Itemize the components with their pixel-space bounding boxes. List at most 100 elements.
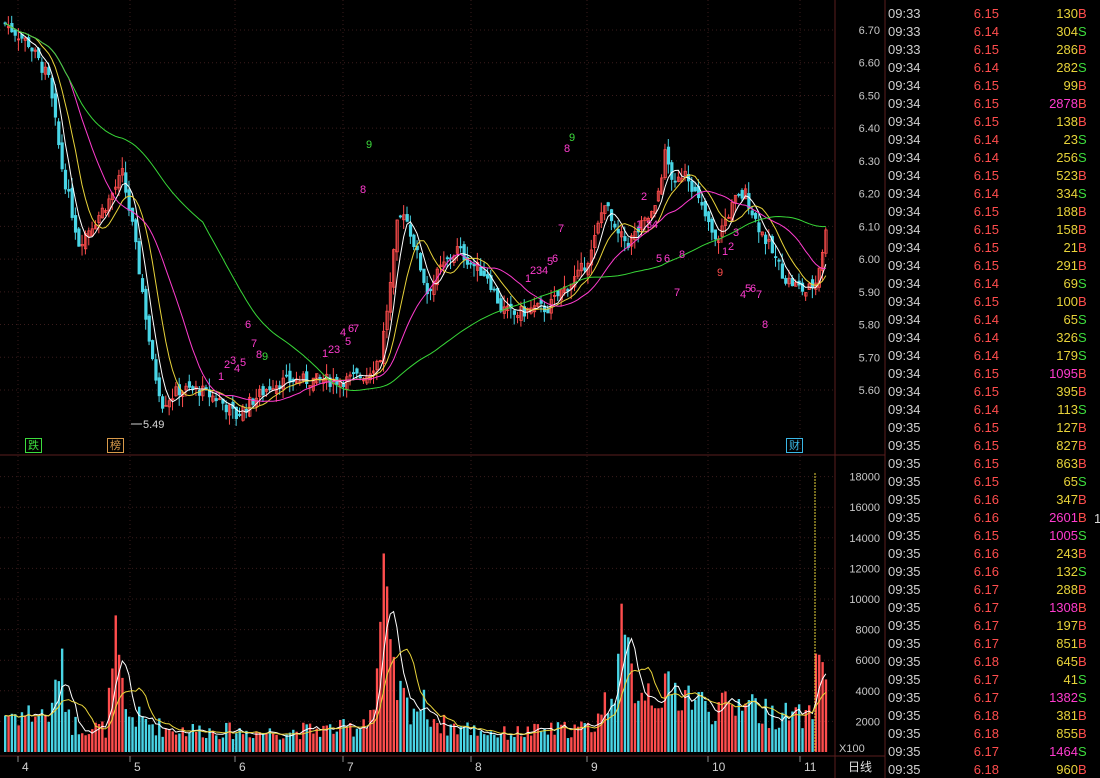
volume-bar[interactable]: [546, 734, 550, 752]
volume-bar[interactable]: [412, 708, 416, 752]
volume-bar[interactable]: [325, 725, 328, 752]
volume-bar[interactable]: [774, 729, 777, 752]
volume-bar[interactable]: [395, 700, 399, 752]
volume-bar[interactable]: [221, 737, 225, 752]
volume-bar[interactable]: [352, 736, 355, 752]
volume-bar[interactable]: [553, 734, 556, 752]
volume-bar[interactable]: [17, 725, 20, 752]
volume-bar[interactable]: [426, 719, 429, 752]
candle[interactable]: [392, 248, 396, 295]
candle[interactable]: [800, 278, 805, 296]
candle[interactable]: [308, 385, 312, 396]
volume-bar[interactable]: [787, 720, 791, 752]
candle[interactable]: [53, 83, 58, 126]
candle[interactable]: [23, 36, 27, 52]
volume-bar[interactable]: [637, 700, 640, 752]
candle[interactable]: [27, 33, 31, 49]
candle[interactable]: [757, 212, 761, 243]
volume-bar[interactable]: [332, 733, 335, 752]
volume-bar[interactable]: [151, 724, 154, 752]
candle[interactable]: [693, 181, 697, 193]
volume-bar[interactable]: [737, 699, 741, 752]
volume-bar[interactable]: [576, 726, 580, 752]
volume-bar[interactable]: [499, 733, 503, 752]
candle[interactable]: [673, 173, 677, 188]
volume-bar[interactable]: [419, 709, 422, 752]
volume-bar[interactable]: [292, 729, 295, 752]
volume-bar[interactable]: [97, 723, 101, 752]
volume-bar[interactable]: [295, 731, 298, 752]
volume-bar[interactable]: [730, 705, 734, 752]
volume-bar[interactable]: [489, 731, 493, 752]
volume-bar[interactable]: [442, 714, 446, 752]
volume-bar[interactable]: [593, 731, 596, 752]
volume-bar[interactable]: [596, 713, 600, 752]
candle[interactable]: [50, 75, 54, 107]
candle[interactable]: [472, 258, 476, 277]
volume-bar[interactable]: [540, 731, 543, 752]
tick-row[interactable]: 09:34 6.14 23 S: [885, 131, 1100, 149]
volume-bar[interactable]: [285, 734, 288, 752]
volume-bar[interactable]: [171, 731, 174, 752]
volume-bar[interactable]: [821, 662, 824, 752]
volume-bar[interactable]: [161, 736, 164, 752]
candle[interactable]: [67, 179, 71, 198]
volume-bar[interactable]: [754, 698, 757, 752]
volume-bar[interactable]: [462, 727, 466, 752]
candle[interactable]: [150, 339, 155, 361]
candle[interactable]: [372, 361, 376, 384]
candle[interactable]: [57, 118, 61, 149]
volume-bar[interactable]: [339, 719, 342, 752]
candle[interactable]: [489, 269, 493, 293]
candle[interactable]: [593, 224, 597, 259]
tick-row[interactable]: 09:35 6.15 127 B: [885, 419, 1100, 437]
candle[interactable]: [516, 311, 520, 324]
volume-bar[interactable]: [181, 727, 184, 752]
volume-bar[interactable]: [523, 737, 526, 752]
volume-bar[interactable]: [215, 735, 218, 752]
volume-bar[interactable]: [7, 716, 10, 752]
tick-row[interactable]: 09:34 6.15 188 B: [885, 203, 1100, 221]
volume-bar[interactable]: [121, 677, 124, 752]
volume-bar[interactable]: [231, 739, 235, 752]
volume-bar[interactable]: [406, 697, 409, 752]
volume-bar[interactable]: [168, 729, 171, 752]
candle[interactable]: [465, 246, 470, 269]
volume-bar[interactable]: [650, 705, 653, 752]
period-label[interactable]: 日线: [848, 760, 872, 774]
volume-bar[interactable]: [245, 730, 248, 752]
volume-bar[interactable]: [402, 687, 406, 752]
volume-bar[interactable]: [583, 723, 586, 752]
candle[interactable]: [824, 227, 828, 258]
volume-bar[interactable]: [47, 721, 50, 752]
volume-bar[interactable]: [727, 701, 730, 752]
candle[interactable]: [603, 205, 607, 221]
candle[interactable]: [167, 398, 171, 416]
volume-bar[interactable]: [627, 637, 630, 752]
volume-bar[interactable]: [563, 721, 566, 752]
volume-bar[interactable]: [432, 719, 436, 752]
volume-bar[interactable]: [700, 691, 704, 752]
volume-bar[interactable]: [365, 727, 369, 752]
candle[interactable]: [87, 227, 91, 246]
tick-row[interactable]: 09:34 6.14 113 S: [885, 401, 1100, 419]
candle[interactable]: [97, 211, 101, 234]
candle[interactable]: [606, 201, 610, 212]
volume-bar[interactable]: [81, 733, 84, 752]
candle[interactable]: [63, 163, 68, 195]
volume-bar[interactable]: [697, 692, 700, 752]
candle[interactable]: [114, 179, 118, 195]
tick-row[interactable]: 09:34 6.14 65 S: [885, 311, 1100, 329]
candle[interactable]: [536, 302, 540, 308]
volume-bar[interactable]: [298, 739, 302, 752]
candle[interactable]: [154, 353, 158, 384]
volume-bar[interactable]: [104, 737, 107, 752]
volume-bar[interactable]: [667, 671, 670, 752]
tick-row[interactable]: 09:35 6.15 863 B: [885, 455, 1100, 473]
volume-bar[interactable]: [318, 736, 322, 752]
candle[interactable]: [774, 245, 778, 267]
volume-bar[interactable]: [101, 721, 104, 752]
candle[interactable]: [224, 400, 228, 420]
volume-bar[interactable]: [117, 654, 121, 752]
